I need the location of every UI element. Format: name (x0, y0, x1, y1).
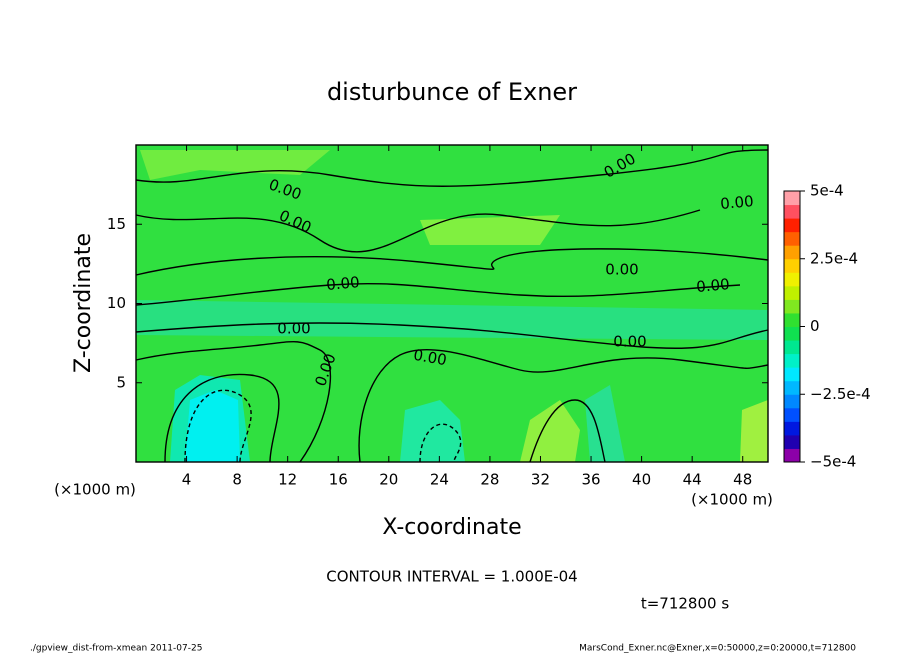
x-unit-right: (×1000 m) (691, 491, 773, 509)
field-patch (140, 150, 330, 180)
contour-line (135, 322, 769, 349)
colorbar-band (784, 312, 800, 327)
colorbar-band (784, 231, 800, 246)
footer-left: ./gpview_dist-from-xmean 2011-07-25 (30, 644, 202, 654)
colorbar-band (784, 245, 800, 260)
x-tick-label: 24 (430, 471, 449, 489)
colorbar-band (784, 380, 800, 395)
field-patch (400, 400, 465, 462)
y-tick-label: 15 (107, 215, 126, 233)
colorbar-band (784, 367, 800, 382)
x-tick-label: 48 (733, 471, 752, 489)
y-tick-label: 10 (107, 294, 126, 312)
field-patch (420, 215, 560, 245)
y-axis-label: Z-coordinate (71, 233, 96, 373)
colorbar-tick-label: 5e-4 (810, 182, 844, 200)
contour-lines (135, 149, 769, 463)
colorbar-band (784, 204, 800, 219)
x-unit-left: (×1000 m) (54, 481, 136, 499)
chart-title: disturbunce of Exner (327, 78, 577, 106)
colorbar-band (784, 353, 800, 368)
colorbar-band (784, 191, 800, 206)
colorbar-band (784, 218, 800, 233)
colorbar-band (784, 407, 800, 422)
contour-line (419, 423, 462, 463)
contour-label: 0.00 (696, 275, 731, 296)
x-tick-label: 28 (480, 471, 499, 489)
contour-line (135, 341, 332, 463)
colorbar-tick-label: 0 (810, 317, 820, 335)
footer-right: MarsCond_Exner.nc@Exner,x=0:50000,z=0:20… (579, 644, 856, 654)
contour-line (164, 373, 280, 463)
colorbar-band (784, 394, 800, 409)
colorbar-band (784, 299, 800, 314)
x-tick-label: 4 (182, 471, 192, 489)
contour-interval: CONTOUR INTERVAL = 1.000E-04 (326, 568, 577, 586)
field (136, 145, 768, 462)
x-tick-label: 20 (379, 471, 398, 489)
contour-label: 0.00 (277, 320, 310, 338)
colorbar-band (784, 272, 800, 287)
x-tick-label: 44 (683, 471, 702, 489)
x-tick-label: 16 (329, 471, 348, 489)
colorbar-band (784, 434, 800, 449)
contour-line (135, 149, 769, 187)
contour-label: 0.00 (412, 346, 448, 370)
colorbar-band (784, 258, 800, 273)
contour-line (184, 389, 252, 463)
x-tick-label: 8 (232, 471, 242, 489)
contour-line (529, 399, 606, 463)
contour-label: 0.00 (613, 333, 646, 351)
field-patch (740, 400, 768, 462)
colorbar-band (784, 340, 800, 355)
contour-label: 0.00 (720, 192, 755, 213)
contour-label: 0.00 (605, 261, 638, 279)
contour-line (358, 348, 769, 463)
contour-line (135, 282, 741, 306)
contour-line (135, 248, 769, 276)
time-label: t=712800 s (641, 595, 729, 613)
colorbar-band (784, 448, 800, 463)
x-tick-label: 32 (531, 471, 550, 489)
x-tick-label: 40 (632, 471, 651, 489)
colorbar-tick-label: 2.5e-4 (810, 249, 858, 267)
x-tick-label: 12 (278, 471, 297, 489)
contour-label: 0.00 (326, 273, 361, 294)
colorbar-tick-label: −5e-4 (810, 453, 856, 471)
colorbar-band (784, 421, 800, 436)
colorbar-band (784, 285, 800, 300)
colorbar-band (784, 326, 800, 341)
field-patch (585, 385, 625, 462)
colorbar-tick-label: −2.5e-4 (810, 385, 871, 403)
x-axis-label: X-coordinate (382, 515, 521, 540)
field-patch (136, 300, 768, 340)
x-tick-label: 36 (581, 471, 600, 489)
field-patch (185, 390, 240, 462)
y-tick-label: 5 (116, 373, 126, 391)
contour-line (135, 209, 701, 253)
